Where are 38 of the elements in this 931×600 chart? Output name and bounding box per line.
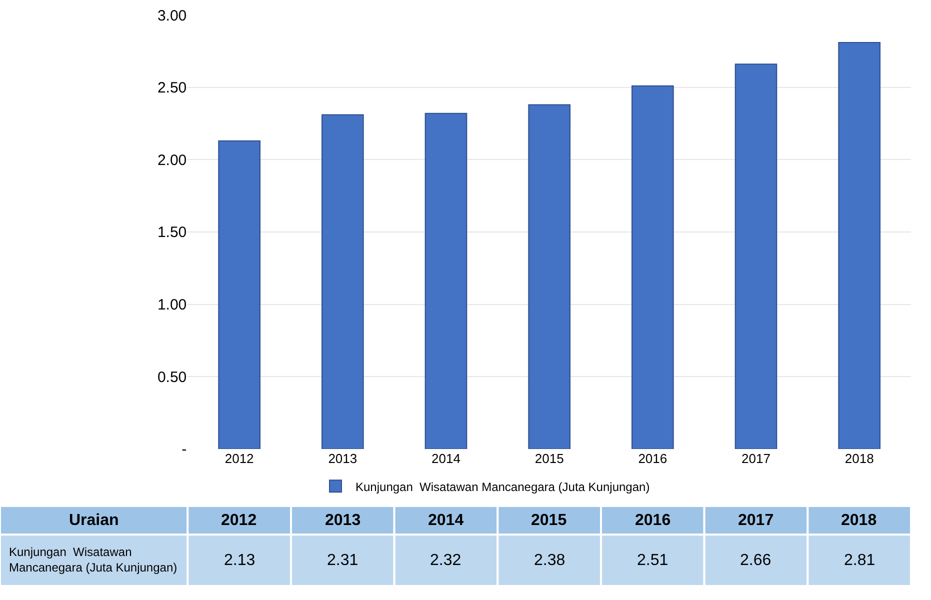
y-tick-label: 1.00: [157, 296, 187, 314]
x-tick-label: 2015: [534, 450, 564, 466]
category-label: 2018: [841, 512, 877, 529]
text: Kunjungan Wisatawan Mancanegara (Juta Kunjungan): [9, 545, 178, 575]
data-label: 2.66: [740, 552, 772, 569]
y-tick-label: 0.50: [157, 368, 187, 386]
data-label: 2.51: [637, 552, 668, 569]
x-tick-label: 2014: [432, 450, 460, 466]
x-tick-label: 2016: [638, 450, 668, 466]
data-label: 2.81: [844, 552, 876, 569]
text: Uraian: [69, 512, 119, 529]
y-tick-label: 2.50: [157, 80, 187, 97]
bar: [838, 42, 880, 449]
bar: [734, 64, 778, 449]
category-label: 2014: [428, 512, 464, 529]
y-tick-label: 1.50: [157, 224, 187, 242]
y-tick-label: -: [182, 441, 187, 458]
category-label: 2012: [221, 512, 257, 529]
data-label: 2.31: [327, 552, 358, 569]
bar: [528, 104, 570, 449]
bar: [218, 140, 260, 449]
category-label: 2016: [635, 512, 671, 529]
bar: [321, 114, 364, 449]
data-label: 2.13: [224, 552, 256, 569]
x-tick-label: 2017: [742, 450, 770, 466]
data-label: 2.38: [534, 552, 566, 569]
bar: [631, 85, 674, 449]
y-tick-label: 2.00: [157, 152, 187, 169]
y-tick-label: 3.00: [157, 7, 187, 24]
category-label: 2017: [738, 512, 774, 529]
category-label: 2013: [325, 512, 361, 529]
data-label: 2.32: [430, 552, 462, 569]
x-tick-label: 2013: [328, 450, 358, 466]
x-tick-label: 2018: [844, 450, 874, 466]
x-tick-label: 2012: [224, 450, 254, 466]
bar: [424, 112, 468, 449]
legend-label: Kunjungan Wisatawan Mancanegara (Juta Kunjungan): [356, 480, 650, 494]
category-label: 2015: [531, 512, 567, 529]
